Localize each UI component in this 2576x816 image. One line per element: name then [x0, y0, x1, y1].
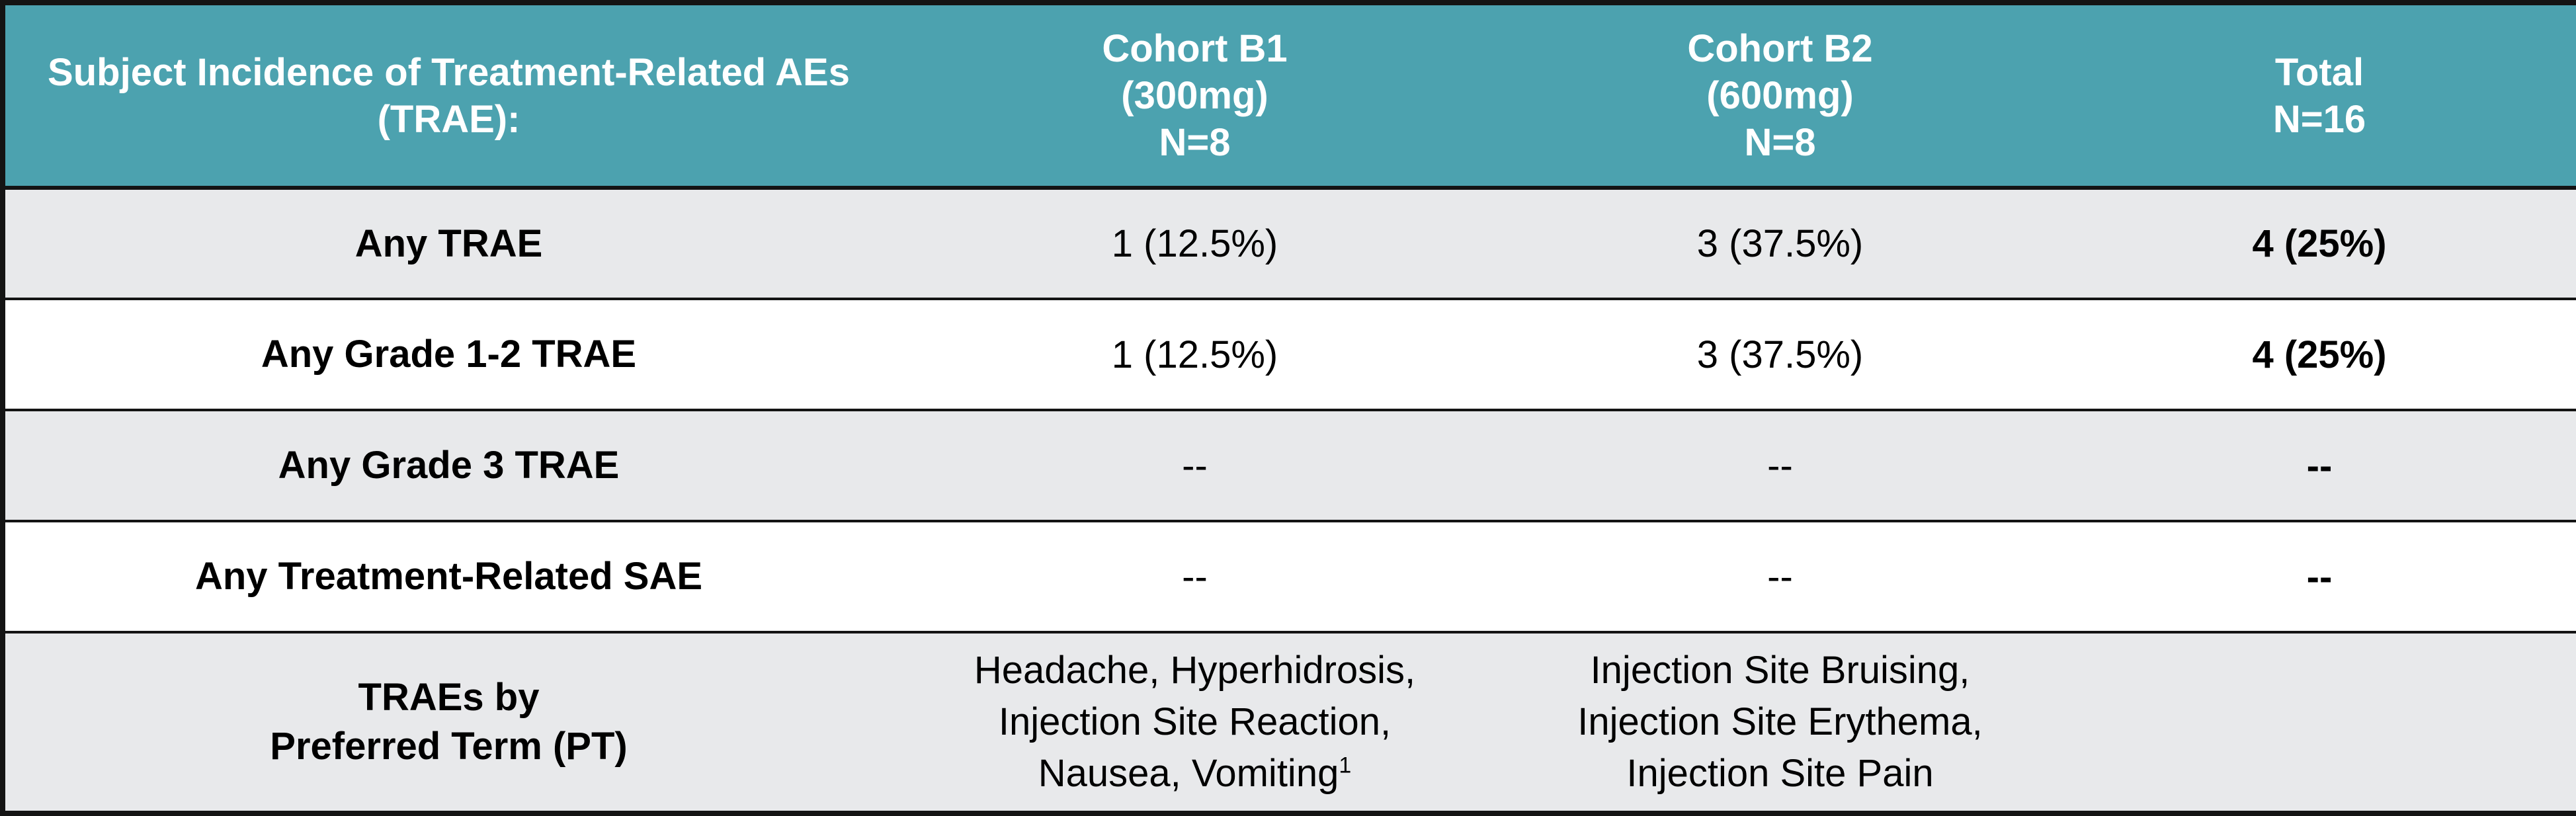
pt-b2-line3: Injection Site Pain: [1626, 752, 1934, 795]
footnote-marker: 1: [1339, 753, 1352, 778]
header-total-name: Total: [2274, 50, 2364, 94]
header-cohort-b2-name: Cohort B2: [1687, 27, 1873, 70]
pt-b2-line2: Injection Site Erythema,: [1577, 700, 1983, 743]
header-cohort-b1-dose: (300mg): [1121, 74, 1268, 117]
header-cohort-b1-name: Cohort B1: [1102, 27, 1288, 70]
pt-b1-line2: Injection Site Reaction,: [998, 700, 1392, 743]
cell-preferred-terms-total: [2063, 631, 2576, 813]
row-traes-by-preferred-term-label-line1: TRAEs by: [358, 676, 540, 719]
header-cohort-b1: Cohort B1 (300mg) N=8: [892, 3, 1497, 190]
cell-preferred-terms-cohort-b1: Headache, Hyperhidrosis, Injection Site …: [892, 631, 1497, 813]
header-cohort-b2: Cohort B2 (600mg) N=8: [1497, 3, 2063, 190]
header-subject-incidence: Subject Incidence of Treatment-Related A…: [3, 3, 892, 190]
pt-b1-line3-text: Nausea, Vomiting: [1038, 752, 1339, 795]
row-any-treatment-related-sae: Any Treatment-Related SAE -- -- --: [3, 520, 2576, 632]
header-cohort-b2-dose: (600mg): [1706, 74, 1854, 117]
header-subject-incidence-line1: Subject Incidence of Treatment-Related A…: [48, 50, 850, 94]
header-cohort-b1-n: N=8: [1159, 121, 1231, 164]
row-any-trae: Any TRAE 1 (12.5%) 3 (37.5%) 4 (25%): [3, 188, 2576, 299]
cell-any-trae-cohort-b2: 3 (37.5%): [1497, 188, 2063, 299]
cell-any-grade-1-2-trae-cohort-b1: 1 (12.5%): [892, 298, 1497, 410]
header-cohort-b2-n: N=8: [1744, 121, 1816, 164]
pt-b1-line3: Nausea, Vomiting1: [892, 748, 1497, 799]
cell-any-trae-cohort-b1: 1 (12.5%): [892, 188, 1497, 299]
pt-b1-line1: Headache, Hyperhidrosis,: [974, 649, 1416, 692]
cell-any-grade-1-2-trae-total: 4 (25%): [2063, 298, 2576, 410]
header-subject-incidence-line2: (TRAE):: [377, 97, 520, 141]
row-any-grade-3-trae-label: Any Grade 3 TRAE: [3, 409, 892, 521]
cell-any-grade-3-trae-cohort-b1: --: [892, 409, 1497, 521]
row-any-grade-1-2-trae-label: Any Grade 1-2 TRAE: [3, 298, 892, 410]
cell-any-treatment-related-sae-cohort-b1: --: [892, 520, 1497, 632]
cell-any-grade-3-trae-total: --: [2063, 409, 2576, 521]
row-any-grade-1-2-trae: Any Grade 1-2 TRAE 1 (12.5%) 3 (37.5%) 4…: [3, 298, 2576, 410]
header-total: Total N=16: [2063, 3, 2576, 190]
cell-preferred-terms-cohort-b2: Injection Site Bruising, Injection Site …: [1497, 631, 2063, 813]
row-traes-by-preferred-term-label: TRAEs by Preferred Term (PT): [3, 631, 892, 813]
row-any-trae-label: Any TRAE: [3, 188, 892, 299]
row-any-grade-3-trae: Any Grade 3 TRAE -- -- --: [3, 409, 2576, 521]
header-row: Subject Incidence of Treatment-Related A…: [3, 3, 2576, 190]
row-traes-by-preferred-term-label-line2: Preferred Term (PT): [270, 725, 628, 768]
row-traes-by-preferred-term: TRAEs by Preferred Term (PT) Headache, H…: [3, 631, 2576, 813]
cell-any-treatment-related-sae-total: --: [2063, 520, 2576, 632]
row-any-treatment-related-sae-label: Any Treatment-Related SAE: [3, 520, 892, 632]
cell-any-treatment-related-sae-cohort-b2: --: [1497, 520, 2063, 632]
pt-b2-line1: Injection Site Bruising,: [1590, 649, 1970, 692]
cell-any-grade-1-2-trae-cohort-b2: 3 (37.5%): [1497, 298, 2063, 410]
cell-any-grade-3-trae-cohort-b2: --: [1497, 409, 2063, 521]
header-total-n: N=16: [2272, 97, 2366, 141]
cell-any-trae-total: 4 (25%): [2063, 188, 2576, 299]
